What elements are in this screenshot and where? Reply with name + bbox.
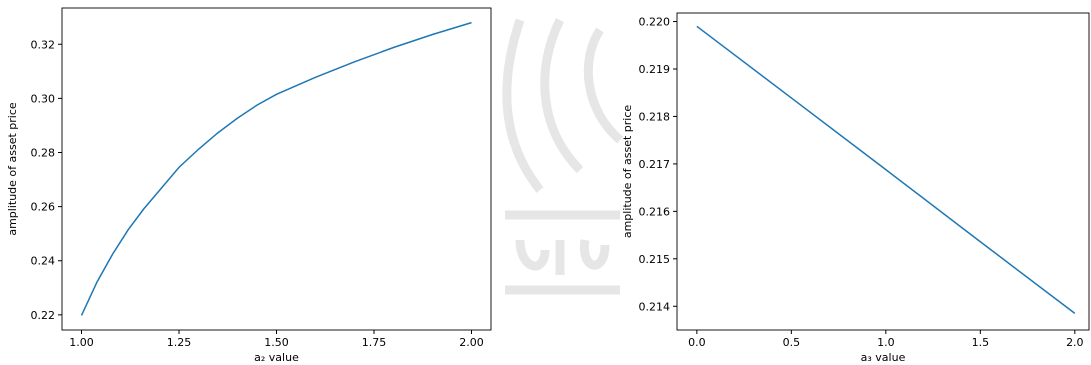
x-tick-label: 0.0 (688, 336, 706, 349)
y-tick-label: 0.217 (639, 158, 671, 171)
y-tick-label: 0.218 (639, 110, 671, 123)
y-tick-label: 0.22 (31, 309, 56, 322)
x-tick-label: 0.5 (783, 336, 801, 349)
x-tick-label: 1.50 (264, 336, 289, 349)
x-tick-label: 2.00 (459, 336, 484, 349)
y-tick-label: 0.216 (639, 205, 671, 218)
y-axis-label: amplitude of asset price (6, 102, 19, 236)
y-tick-label: 0.30 (31, 92, 56, 105)
y-tick-label: 0.215 (639, 253, 671, 266)
data-line (697, 26, 1075, 313)
x-tick-label: 1.75 (362, 336, 387, 349)
y-tick-label: 0.214 (639, 300, 671, 313)
x-tick-label: 1.0 (877, 336, 895, 349)
y-tick-label: 0.26 (31, 201, 56, 214)
x-tick-label: 1.25 (167, 336, 192, 349)
x-tick-label: 2.0 (1066, 336, 1084, 349)
axes-frame (62, 8, 491, 330)
x-axis-label: a₂ value (254, 351, 299, 364)
x-tick-label: 1.00 (69, 336, 94, 349)
y-tick-label: 0.32 (31, 38, 56, 51)
data-line (82, 23, 472, 316)
y-tick-label: 0.28 (31, 146, 56, 159)
watermark (505, 20, 620, 290)
y-tick-label: 0.219 (639, 63, 671, 76)
axes-frame (677, 13, 1089, 330)
x-tick-label: 1.5 (972, 336, 990, 349)
y-tick-label: 0.24 (31, 255, 56, 268)
y-axis-label: amplitude of asset price (621, 105, 634, 239)
figure: 1.00 1.25 1.50 1.75 2.00 0.22 0.24 0.26 0.28 0.30… (0, 0, 1091, 365)
y-tick-label: 0.220 (639, 16, 671, 29)
x-axis-label: a₃ value (861, 351, 906, 364)
